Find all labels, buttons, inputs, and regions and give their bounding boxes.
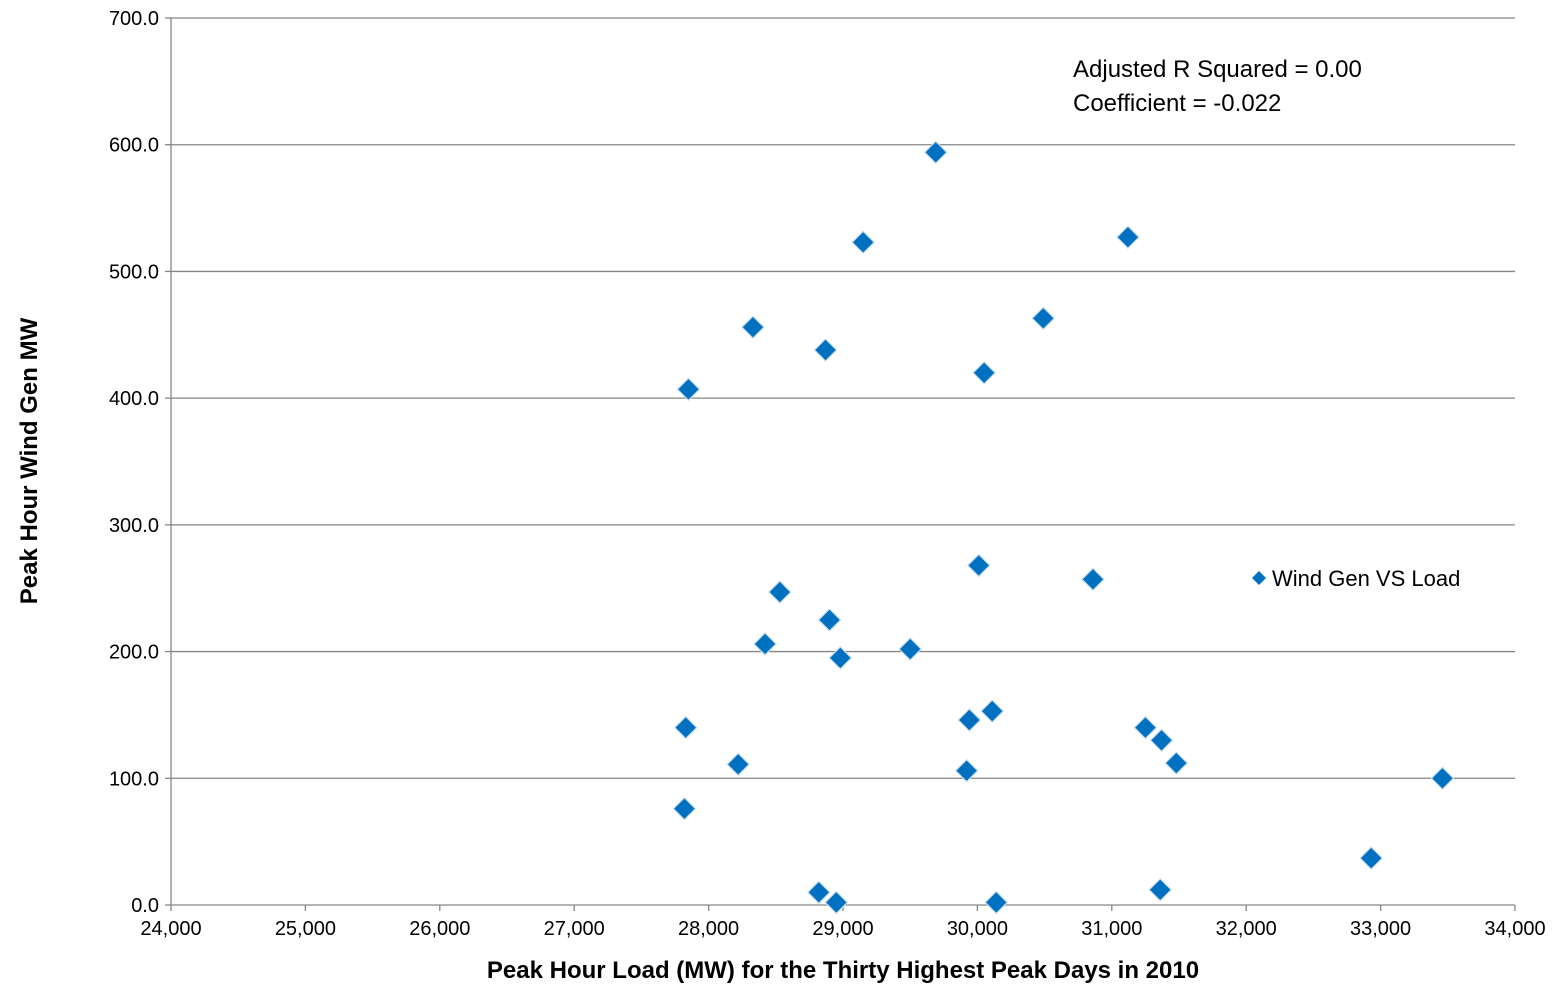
x-tick-label: 32,000 bbox=[1216, 918, 1277, 940]
y-tick-label: 0.0 bbox=[131, 895, 159, 917]
data-point bbox=[1148, 877, 1173, 902]
y-axis-title: Peak Hour Wind Gen MW bbox=[16, 317, 43, 604]
data-point bbox=[817, 608, 842, 632]
y-tick-label: 700.0 bbox=[109, 8, 159, 30]
data-point bbox=[898, 637, 923, 661]
data-point bbox=[828, 646, 853, 670]
y-tick-label: 500.0 bbox=[109, 261, 159, 283]
data-point bbox=[984, 890, 1009, 915]
y-tick-label: 100.0 bbox=[109, 768, 159, 790]
data-point bbox=[966, 553, 991, 578]
axes bbox=[165, 17, 1516, 911]
gridlines bbox=[171, 17, 1515, 779]
x-tick-label: 34,000 bbox=[1484, 918, 1545, 940]
x-tick-label: 29,000 bbox=[812, 918, 873, 940]
data-point bbox=[1359, 846, 1384, 870]
data-point bbox=[923, 140, 948, 165]
y-tick-label: 600.0 bbox=[109, 135, 159, 157]
data-point bbox=[741, 315, 765, 340]
x-axis-title: Peak Hour Load (MW) for the Thirty Highe… bbox=[487, 957, 1199, 984]
legend: Wind Gen VS Load bbox=[1252, 566, 1460, 591]
data-point bbox=[813, 338, 838, 362]
data-point bbox=[1430, 766, 1455, 791]
data-point bbox=[726, 752, 751, 777]
data-point bbox=[1164, 751, 1189, 775]
x-tick-label: 27,000 bbox=[544, 918, 605, 940]
data-point bbox=[672, 796, 697, 821]
y-tick-label: 400.0 bbox=[109, 388, 159, 410]
x-tick-label: 31,000 bbox=[1081, 918, 1142, 940]
x-tick-label: 25,000 bbox=[275, 918, 336, 940]
y-tick-label: 300.0 bbox=[109, 515, 159, 537]
data-point bbox=[851, 230, 876, 255]
annotation-coefficient: Coefficient = -0.022 bbox=[1073, 90, 1281, 117]
data-point bbox=[824, 890, 849, 915]
x-tick-label: 33,000 bbox=[1350, 918, 1411, 940]
x-tick-labels: 24,000 25,000 26,000 27,000 28,000 29,000 30,0… bbox=[140, 918, 1545, 940]
data-point bbox=[972, 360, 996, 385]
data-point bbox=[767, 580, 792, 604]
x-tick-label: 28,000 bbox=[678, 918, 739, 940]
data-point bbox=[957, 708, 982, 732]
data-point bbox=[1116, 225, 1140, 250]
data-point bbox=[806, 880, 831, 905]
data-point bbox=[1081, 567, 1105, 592]
data-point bbox=[676, 377, 701, 402]
data-point bbox=[753, 632, 777, 656]
data-point bbox=[954, 758, 979, 783]
x-tick-label: 24,000 bbox=[140, 918, 201, 940]
legend-label: Wind Gen VS Load bbox=[1272, 566, 1460, 591]
data-point bbox=[1133, 715, 1158, 740]
data-point bbox=[980, 699, 1005, 723]
data-point bbox=[1149, 728, 1174, 753]
x-tick-label: 30,000 bbox=[947, 918, 1008, 940]
data-point bbox=[1031, 306, 1056, 331]
legend-marker bbox=[1252, 571, 1266, 585]
x-tick-label: 26,000 bbox=[409, 918, 470, 940]
y-tick-label: 200.0 bbox=[109, 642, 159, 664]
y-tick-labels: 0.0 100.0 200.0 300.0 400.0 500.0 600.0 700.0 bbox=[109, 8, 159, 917]
annotation-r-squared: Adjusted R Squared = 0.00 bbox=[1073, 56, 1362, 83]
data-points bbox=[672, 140, 1455, 915]
data-point bbox=[673, 715, 698, 740]
